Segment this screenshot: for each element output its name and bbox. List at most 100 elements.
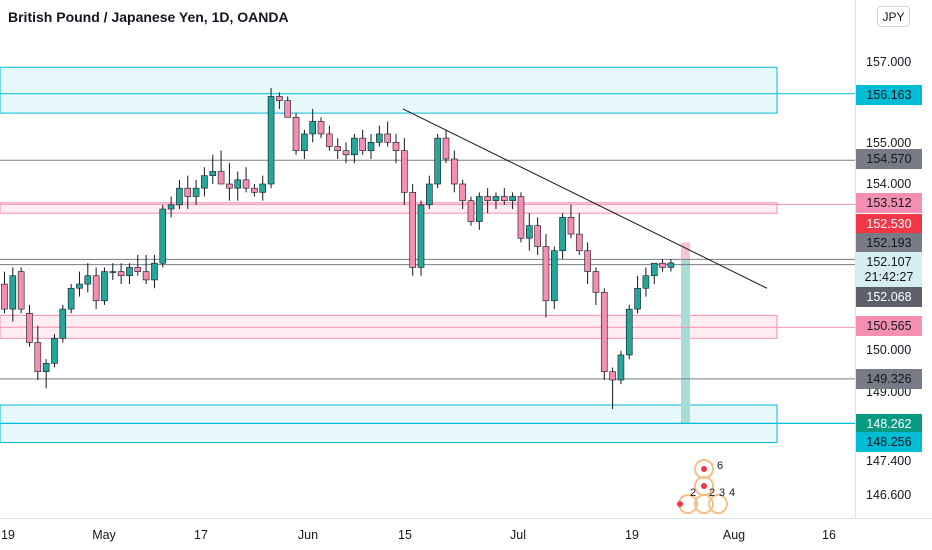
- price-label: 152.193: [856, 233, 922, 253]
- candle-body: [559, 217, 566, 252]
- candle-body: [467, 200, 475, 222]
- candle-body: [117, 271, 125, 277]
- time-tick-label: 17: [194, 528, 208, 542]
- event-dot-icon: [701, 483, 707, 489]
- candle-body: [292, 116, 300, 151]
- projection-box: [681, 254, 690, 424]
- candle-body: [567, 217, 575, 235]
- zone-rect: [0, 66, 778, 114]
- candle-body: [500, 196, 508, 201]
- countdown-timer: 21:42:27: [864, 270, 914, 284]
- time-tick-label: 16: [822, 528, 836, 542]
- currency-button[interactable]: JPY: [877, 6, 910, 27]
- candle-body: [367, 142, 375, 151]
- event-dot-icon: [701, 466, 707, 472]
- zones-layer: [0, 66, 778, 444]
- candle-body: [442, 137, 450, 160]
- candle-body: [517, 196, 525, 239]
- candle-body: [142, 271, 150, 281]
- event-dot-icon: [677, 501, 683, 507]
- price-label-value: 152.107: [866, 255, 912, 269]
- event-ring-icon: [694, 494, 714, 514]
- price-label-value: 152.193: [866, 236, 912, 250]
- candle-body: [534, 225, 541, 247]
- price-tick-label: 157.000: [866, 55, 912, 69]
- candle-body: [451, 158, 458, 185]
- price-label-value: 148.256: [866, 435, 912, 449]
- candle-body: [609, 371, 616, 381]
- candle-body: [217, 171, 225, 185]
- candle-body: [642, 275, 650, 289]
- candle-body: [151, 262, 158, 281]
- candle-body: [592, 271, 600, 293]
- time-tick-label: 19: [625, 528, 639, 542]
- candle-body: [134, 267, 142, 272]
- candle-body: [209, 171, 217, 176]
- chart-title: British Pound / Japanese Yen, 1D, OANDA: [8, 9, 289, 25]
- event-count: 2: [709, 487, 716, 499]
- candle-body: [201, 175, 208, 189]
- candle-body: [359, 137, 366, 151]
- candle-body: [284, 100, 292, 118]
- price-tick-label: 147.400: [866, 454, 912, 468]
- price-label: 154.570: [856, 149, 922, 169]
- candle-body: [575, 233, 583, 252]
- candle-body: [176, 187, 183, 206]
- price-label-value: 152.068: [866, 290, 912, 304]
- price-label-value: 150.565: [866, 319, 912, 333]
- candle-body: [309, 121, 317, 135]
- event-count: 3: [719, 487, 726, 499]
- candle-body: [276, 96, 283, 101]
- price-label: 150.565: [856, 316, 922, 336]
- event-count: 2: [690, 487, 697, 499]
- candles-layer: [1, 88, 675, 410]
- candle-body: [584, 250, 591, 272]
- price-label: 148.256: [856, 432, 922, 452]
- candle-body: [384, 133, 391, 143]
- candle-body: [59, 308, 67, 339]
- time-tick-label: Jun: [297, 528, 319, 542]
- candle-body: [34, 342, 42, 372]
- candle-body: [184, 187, 192, 197]
- candle-body: [650, 262, 658, 277]
- candle-body: [342, 150, 350, 156]
- time-tick-label: Jul: [510, 528, 526, 542]
- price-label: 152.068: [856, 287, 922, 307]
- candle-body: [550, 250, 558, 302]
- event-count: 6: [717, 460, 724, 472]
- candle-body: [459, 183, 466, 201]
- candle-body: [667, 262, 675, 268]
- trendline-layer: [402, 108, 768, 289]
- event-ring-icon: [708, 494, 728, 514]
- price-tick-label: 146.600: [866, 488, 912, 502]
- candle-body: [251, 187, 258, 193]
- candle-body: [492, 196, 500, 201]
- event-icons[interactable]: [668, 458, 728, 518]
- candle-body: [242, 179, 250, 189]
- event-count: 4: [729, 487, 736, 499]
- candle-body: [484, 196, 491, 201]
- candle-body: [317, 121, 325, 135]
- price-tick-label: 150.000: [866, 343, 912, 357]
- candle-body: [101, 271, 108, 302]
- candle-body: [334, 146, 342, 151]
- time-tick-label: 15: [398, 528, 412, 542]
- time-tick-label: Aug: [722, 528, 746, 542]
- price-label-value: 153.512: [866, 196, 912, 210]
- candle-body: [259, 183, 267, 193]
- candle-body: [17, 271, 25, 310]
- candle-body: [301, 133, 308, 151]
- candle-body: [192, 187, 200, 197]
- candle-body: [351, 137, 358, 156]
- candle-body: [509, 196, 516, 201]
- candle-body: [617, 354, 625, 381]
- candle-body: [167, 204, 175, 210]
- candle-body: [126, 267, 133, 277]
- price-tick-label: 154.000: [866, 177, 912, 191]
- candle-body: [67, 287, 75, 310]
- projection-box: [681, 242, 690, 260]
- levels-layer: [0, 93, 855, 425]
- candle-body: [326, 133, 333, 147]
- price-label: 152.530: [856, 214, 922, 234]
